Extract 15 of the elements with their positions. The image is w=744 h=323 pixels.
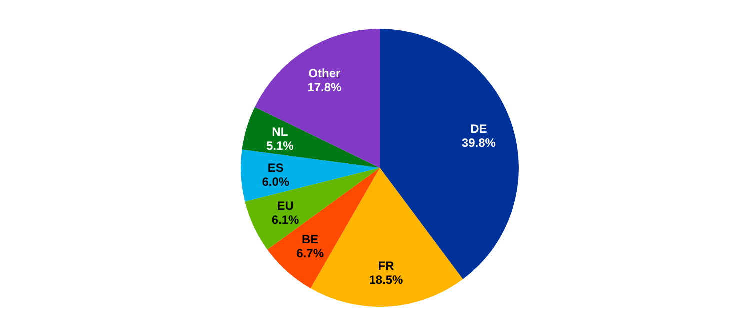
slice-label: EU [277, 199, 294, 214]
slice-label: DE [470, 122, 488, 136]
pie-slice [241, 150, 380, 202]
data-label: 6.0% [262, 174, 290, 189]
slice-label: BE [302, 232, 319, 247]
slice-label: ES [268, 160, 284, 175]
data-label: 6.7% [296, 246, 324, 261]
data-label: 6.1% [272, 213, 300, 228]
slice-label: Other [308, 66, 342, 81]
data-label: 39.8% [462, 136, 496, 150]
data-label: 18.5% [369, 273, 404, 288]
slice-label: NL [272, 124, 288, 139]
slice-label: FR [378, 259, 395, 274]
data-label: 5.1% [266, 138, 294, 153]
data-label: 17.8% [308, 80, 342, 95]
